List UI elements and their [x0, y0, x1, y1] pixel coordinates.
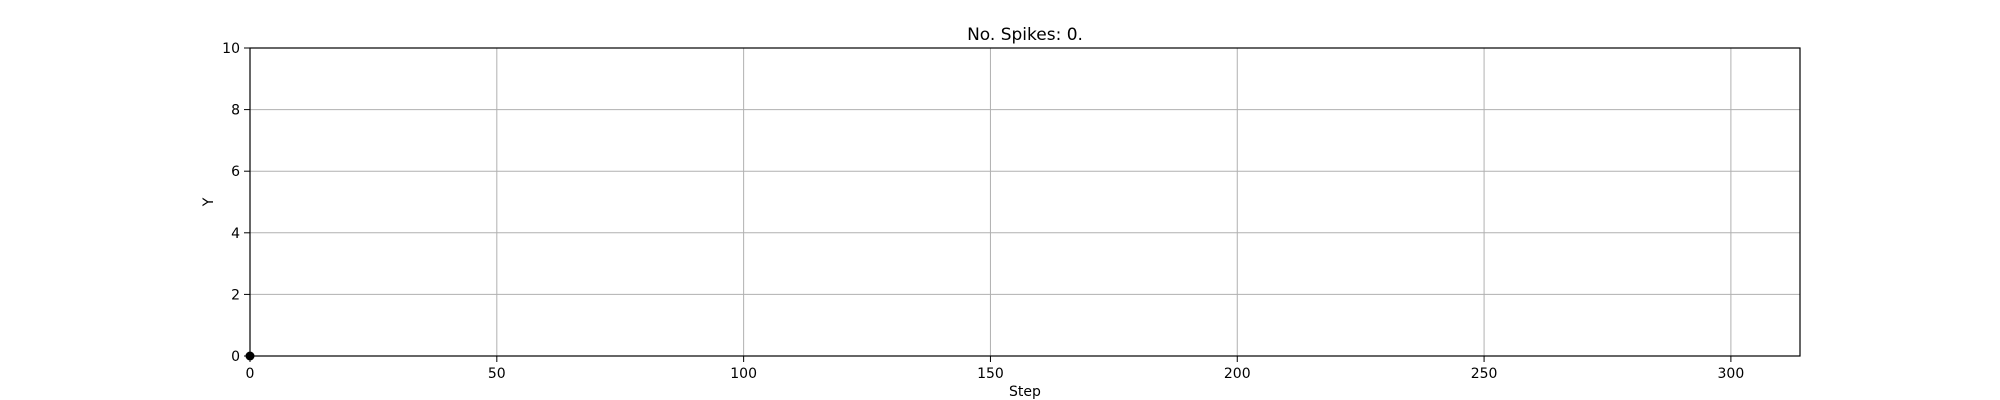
y-tick-label: 8 [231, 103, 240, 119]
grid-lines [249, 47, 1800, 357]
x-tick-label: 0 [246, 366, 255, 382]
x-axis-label: Step [1009, 384, 1041, 400]
plot-frame [249, 47, 1801, 357]
x-tick-label: 150 [977, 366, 1004, 382]
x-tick-label: 200 [1224, 366, 1251, 382]
y-tick-label: 2 [231, 287, 240, 303]
axis-ticks: 0 50 100 150 200 250 300 0 2 4 6 8 10 [222, 41, 1744, 382]
chart-title: No. Spikes: 0. [967, 25, 1083, 45]
y-tick-label: 0 [231, 349, 240, 365]
x-tick-label: 50 [488, 366, 506, 382]
y-tick-label: 10 [222, 41, 240, 57]
x-tick-label: 300 [1718, 366, 1745, 382]
y-axis-label: Y [201, 197, 217, 207]
y-tick-label: 4 [231, 226, 240, 242]
x-tick-label: 250 [1471, 366, 1498, 382]
y-tick-label: 6 [231, 164, 240, 180]
x-tick-label: 100 [730, 366, 757, 382]
